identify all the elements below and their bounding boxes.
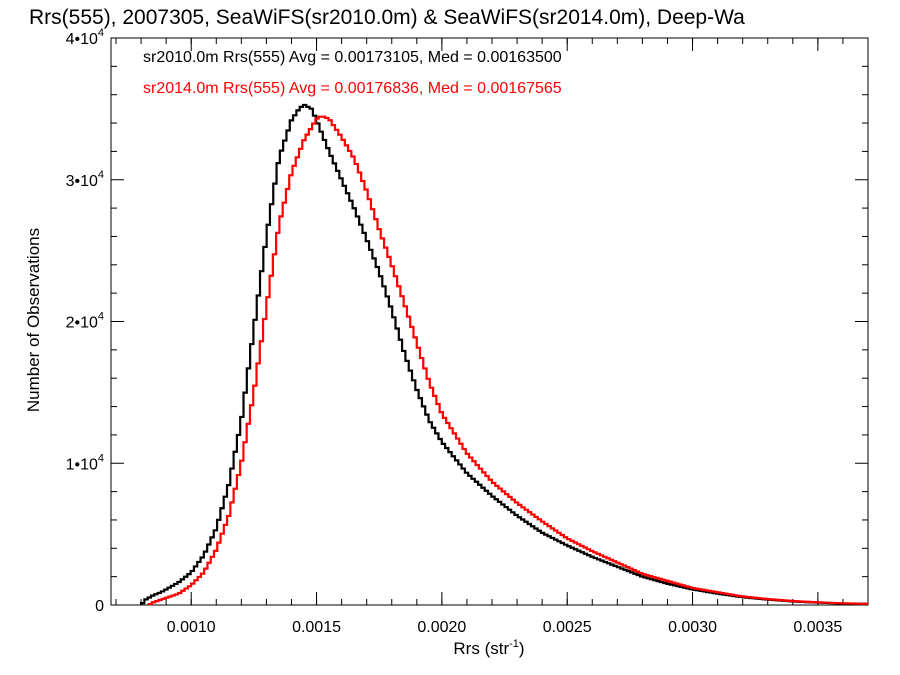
x-tick-label: 0.0025 (543, 619, 592, 636)
x-tick-label: 0.0020 (417, 619, 466, 636)
y-axis-ticks: 0 1•104 2•104 3•104 4•104 (66, 27, 868, 615)
y-axis-title: Number of Observations (24, 228, 43, 412)
y-tick-label: 2•104 (66, 311, 104, 332)
x-axis-ticks: 0.0010 0.0015 0.0020 0.0025 0.0030 0.0035 (115, 38, 869, 636)
y-tick-label: 3•104 (66, 169, 104, 190)
plot-area: 0.0010 0.0015 0.0020 0.0025 0.0030 0.0035 0 1•… (66, 27, 869, 636)
x-axis-title-tail: ) (519, 639, 525, 658)
chart-title: Rrs(555), 2007305, SeaWiFS(sr2010.0m) & … (29, 6, 745, 29)
series-line-1 (147, 115, 868, 606)
y-tick-label: 1•104 (66, 452, 104, 473)
series-layer (139, 103, 868, 606)
series-line-0 (139, 103, 868, 606)
annotation-sr2014: sr2014.0m Rrs(555) Avg = 0.00176836, Med… (143, 80, 562, 97)
x-tick-label: 0.0030 (668, 619, 717, 636)
x-tick-label: 0.0035 (793, 619, 842, 636)
annotation-sr2010: sr2010.0m Rrs(555) Avg = 0.00173105, Med… (143, 49, 562, 66)
y-tick-label: 4•104 (66, 27, 104, 48)
x-axis-title: Rrs (str-1) (453, 638, 524, 658)
y-tick-label: 0 (95, 598, 104, 615)
x-tick-label: 0.0015 (292, 619, 341, 636)
x-axis-title-main: Rrs (str (453, 639, 509, 658)
x-tick-label: 0.0010 (167, 619, 216, 636)
plot-frame (110, 37, 869, 606)
x-axis-title-sup: -1 (509, 638, 519, 650)
